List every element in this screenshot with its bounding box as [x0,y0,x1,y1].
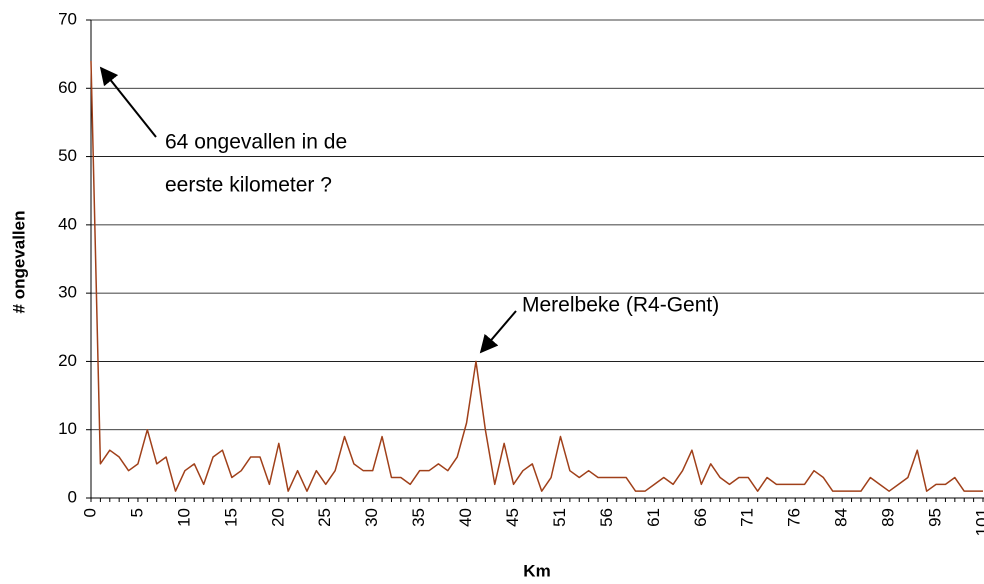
data-line [90,60,983,492]
y-tick-label: 60 [58,78,77,97]
annotation: 64 ongevallen in de [165,131,347,154]
x-tick-label: 10 [174,508,193,527]
x-tick-label: 25 [315,508,334,527]
x-tick-label: 40 [456,508,475,527]
x-tick-label: 51 [550,508,569,527]
annotation-arrow [99,66,157,138]
annotation: eerste kilometer ? [165,174,332,197]
annotation-arrow [479,310,517,354]
x-tick-label: 84 [832,508,851,527]
x-axis-title: Km [523,561,550,580]
x-tick-label: 5 [127,508,146,517]
y-tick-label: 50 [58,146,77,165]
x-tick-label: 45 [503,508,522,527]
x-tick-label: 0 [80,508,99,517]
y-tick-label: 70 [58,9,77,28]
x-tick-label: 89 [879,508,898,527]
x-tick-label: 101 [972,508,984,536]
y-axis-title: # ongevallen [9,211,28,314]
x-tick-label: 56 [597,508,616,527]
x-tick-label: 76 [785,508,804,527]
y-tick-label: 10 [58,419,77,438]
x-tick-label: 35 [409,508,428,527]
x-tick-label: 20 [268,508,287,527]
x-tick-label: 71 [738,508,757,527]
y-tick-label: 20 [58,351,77,370]
x-tick-label: 61 [644,508,663,527]
y-tick-label: 0 [68,487,77,506]
x-tick-label: 15 [221,508,240,527]
x-tick-label: 95 [926,508,945,527]
annotation: Merelbeke (R4-Gent) [522,294,719,317]
y-tick-label: 30 [58,283,77,302]
y-tick-label: 40 [58,214,77,233]
x-tick-label: 66 [691,508,710,527]
x-tick-label: 30 [362,508,381,527]
